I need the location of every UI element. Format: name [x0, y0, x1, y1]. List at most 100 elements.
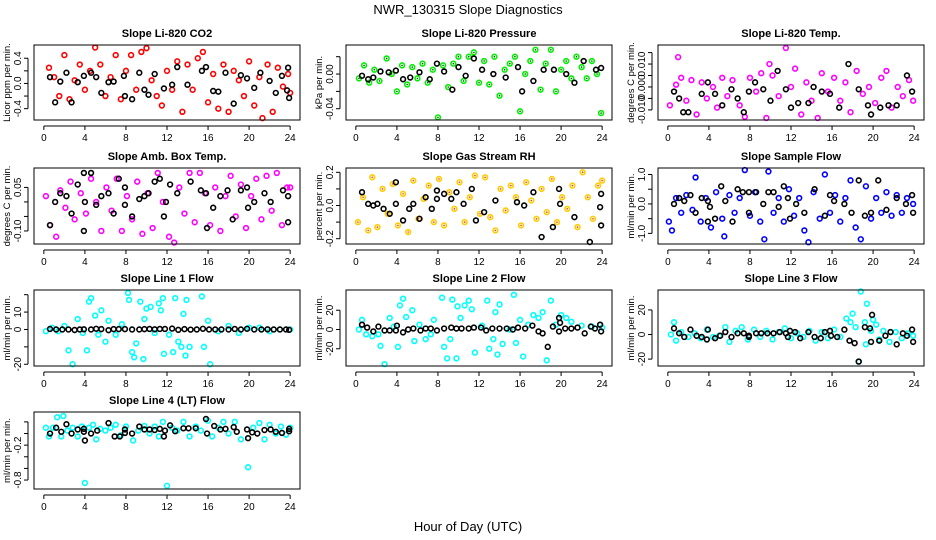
data-point — [278, 221, 286, 229]
data-point — [535, 314, 542, 322]
data-point-black — [883, 206, 890, 214]
data-point-black — [597, 222, 605, 229]
x-tick-label: 12 — [785, 133, 797, 144]
data-point-black — [877, 104, 884, 111]
data-point-black — [145, 190, 152, 197]
data-point-center — [600, 112, 602, 114]
data-point-black — [399, 329, 407, 336]
data-point-black — [65, 326, 72, 333]
x-tick-label: 0 — [41, 257, 47, 268]
data-point-black — [87, 169, 95, 177]
x-tick-label: 8 — [435, 379, 441, 390]
data-point-black — [722, 328, 729, 336]
data-point-black — [156, 325, 164, 333]
data-point — [163, 482, 171, 490]
data-point — [780, 218, 788, 225]
data-point — [186, 433, 193, 440]
data-point-black — [836, 104, 843, 111]
x-tick-label: 0 — [665, 133, 671, 144]
x-tick-label: 4 — [706, 133, 712, 144]
data-point-black — [739, 188, 746, 196]
data-point-center — [453, 208, 456, 210]
data-point — [95, 331, 102, 338]
data-point-black — [826, 327, 834, 335]
y-tick-label: -20 — [325, 341, 336, 356]
data-point-black — [440, 190, 448, 198]
x-tick-label: 12 — [785, 379, 797, 390]
y-tick-label: -0.04 — [325, 97, 336, 120]
data-point — [247, 192, 255, 200]
data-point-black — [882, 332, 889, 339]
data-point-black — [592, 66, 600, 73]
y-tick-label: 0.4 — [13, 51, 24, 65]
data-point-black — [698, 90, 705, 98]
data-point-black — [480, 208, 488, 216]
data-point — [849, 310, 856, 317]
data-point — [852, 323, 859, 331]
data-point-black — [160, 213, 168, 220]
data-point — [56, 92, 63, 100]
panel: Slope Gas Stream RH percent per min. 0 4 8 12… — [314, 151, 613, 268]
x-tick-label: 24 — [285, 133, 297, 144]
data-point-center — [367, 229, 369, 232]
x-tick-label: 8 — [123, 502, 129, 513]
data-point-black — [704, 79, 712, 86]
data-point-black — [115, 175, 122, 182]
data-point-black — [71, 326, 78, 334]
data-point — [857, 288, 864, 295]
data-point — [81, 86, 89, 93]
data-point-black — [861, 323, 869, 331]
data-point-black — [59, 326, 66, 333]
data-point — [862, 183, 870, 190]
data-point-black — [827, 332, 835, 339]
data-point — [112, 51, 119, 59]
data-point — [852, 224, 859, 231]
data-point-black — [740, 330, 747, 337]
y-tick-label: 0.0 — [325, 198, 336, 212]
data-point-center — [570, 77, 573, 80]
data-point — [369, 174, 376, 181]
data-point-black — [243, 325, 251, 332]
series-black — [670, 60, 916, 118]
data-point — [118, 321, 126, 328]
data-point — [45, 64, 53, 71]
data-point — [719, 74, 726, 81]
data-point-black — [128, 96, 136, 103]
data-point — [225, 108, 232, 116]
data-point-black — [278, 72, 286, 80]
data-point-black — [237, 187, 245, 194]
data-point — [486, 81, 493, 88]
data-point — [492, 308, 499, 316]
y-tick-label: -0.10 — [13, 219, 24, 242]
data-point-black — [496, 325, 503, 332]
panel-title: Slope Amb. Box Temp. — [108, 151, 227, 163]
data-point — [79, 329, 87, 337]
data-point-center — [529, 60, 532, 62]
plot-frame — [657, 44, 925, 121]
data-point — [501, 66, 508, 73]
data-point-black — [734, 330, 741, 337]
x-tick-label: 20 — [868, 133, 880, 144]
data-point-black — [58, 428, 65, 435]
data-point-center — [406, 83, 408, 86]
data-point — [198, 293, 206, 300]
data-point — [386, 314, 393, 322]
data-point-center — [535, 217, 538, 220]
data-point-black — [787, 104, 795, 111]
data-point-black — [174, 63, 181, 71]
data-point — [726, 338, 733, 346]
data-point — [91, 44, 99, 51]
data-point-black — [258, 326, 265, 333]
data-point — [847, 319, 854, 326]
data-point — [427, 331, 434, 338]
data-point-center — [576, 226, 579, 228]
data-point-black — [52, 424, 60, 431]
data-point-center — [458, 181, 461, 184]
data-point — [222, 192, 229, 200]
data-point — [800, 333, 807, 341]
data-point — [92, 436, 100, 443]
data-point — [888, 212, 895, 219]
panel-title: Slope Li-820 Pressure — [422, 28, 537, 40]
data-point — [736, 102, 743, 109]
data-point — [160, 350, 168, 358]
